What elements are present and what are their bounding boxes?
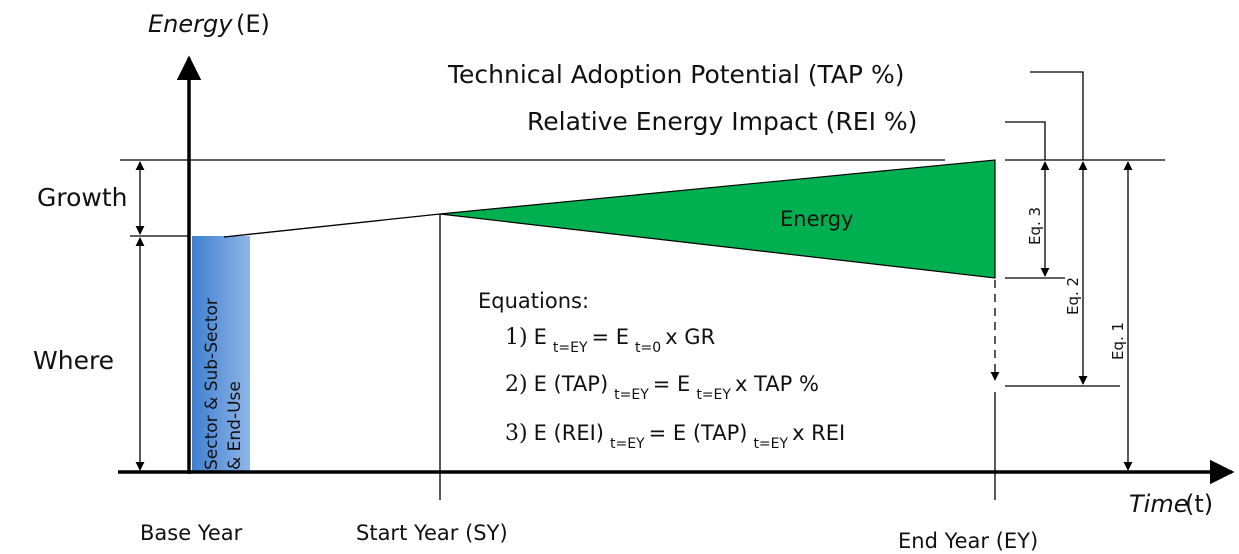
equation-part: t=EY <box>553 340 588 356</box>
x-axis-symbol: (t) <box>1185 490 1213 518</box>
equation-part: = E <box>592 325 630 349</box>
equation-part: t=EY <box>610 436 645 452</box>
equations-title: Equations: <box>478 289 589 313</box>
y-axis-symbol: (E) <box>236 10 270 38</box>
equation-part: x GR <box>665 325 715 349</box>
base-year: Base Year <box>140 521 243 545</box>
y-axis-label: Energy <box>148 10 233 38</box>
eq-label: Eq. 1 <box>1109 322 1127 360</box>
equation-part: E <box>534 325 547 349</box>
equation-part: = E (TAP) <box>649 421 748 445</box>
equation-part: 2) <box>505 372 528 397</box>
equation-part: E (TAP) <box>534 372 609 396</box>
equation-part: t=0 <box>635 340 661 356</box>
start-year: Start Year (SY) <box>356 521 508 545</box>
equation: 3) E (REI) t=EY = E (TAP) t=EY x REI <box>505 421 845 452</box>
energy-area <box>439 159 996 279</box>
equation-part: t=EY <box>753 436 788 452</box>
where-label: Where <box>33 346 114 375</box>
equation-part: 3) <box>505 421 528 446</box>
equation-part: E (REI) <box>534 421 604 445</box>
bar <box>192 236 250 472</box>
equation-part: t=EY <box>614 387 649 403</box>
equation-part: t=EY <box>696 387 731 403</box>
growth-label: Growth <box>37 183 128 212</box>
bar-label: & End-Use <box>225 381 245 470</box>
rei-label: Relative Energy Impact (REI %) <box>527 107 917 136</box>
equation-part: x TAP % <box>735 372 819 396</box>
eq-label: Eq. 2 <box>1064 277 1082 315</box>
eq-label: Eq. 3 <box>1026 207 1044 245</box>
area-label: Energy <box>780 207 854 231</box>
lines <box>118 55 1235 500</box>
equation-part: 1) <box>505 325 528 350</box>
x-axis-label: Time <box>1129 490 1188 518</box>
equation-part: = E <box>653 372 691 396</box>
tap-label: Technical Adoption Potential (TAP %) <box>447 60 904 89</box>
equation-part: x REI <box>792 421 845 445</box>
bar-label: Sector & Sub-Sector <box>202 298 222 470</box>
end-year: End Year (EY) <box>898 529 1038 553</box>
